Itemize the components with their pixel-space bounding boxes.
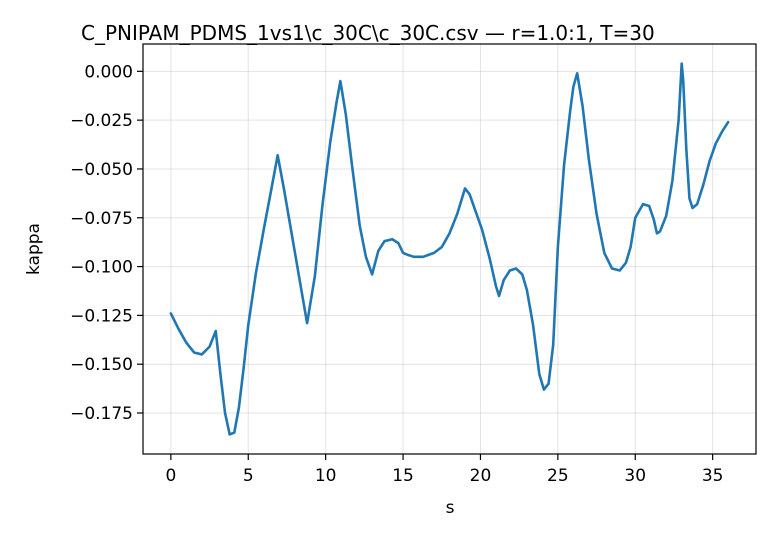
y-tick-label: −0.150	[70, 355, 133, 375]
y-tick-label: −0.175	[70, 404, 133, 424]
y-tick-label: −0.100	[70, 258, 133, 278]
y-tick-label: −0.050	[70, 160, 133, 180]
y-axis-ticks: 0.000 −0.025 −0.050 −0.075 −0.100 −0.125 −0.15…	[70, 62, 143, 424]
series-group	[169, 62, 730, 436]
chart-title: C_PNIPAM_PDMS_1vs1\c_30C\c_30C.csv — r=1…	[81, 21, 655, 45]
grid	[143, 44, 756, 454]
x-axis-ticks: 0 5 10 15 20 25 30 35	[165, 454, 723, 486]
x-tick-label: 35	[702, 466, 724, 486]
x-tick-label: 25	[547, 466, 569, 486]
y-axis-label: kappa	[24, 223, 44, 275]
y-tick-label: −0.075	[70, 209, 133, 229]
x-tick-label: 30	[624, 466, 646, 486]
y-tick-label: 0.000	[84, 62, 133, 82]
y-tick-label: −0.025	[70, 111, 133, 131]
x-axis-label: s	[446, 498, 455, 518]
series-line	[169, 62, 730, 436]
plot-frame	[142, 43, 757, 455]
x-tick-label: 0	[165, 466, 176, 486]
x-tick-label: 20	[470, 466, 492, 486]
x-tick-label: 15	[392, 466, 414, 486]
x-tick-label: 5	[243, 466, 254, 486]
x-tick-label: 10	[315, 466, 337, 486]
y-tick-label: −0.125	[70, 306, 133, 326]
